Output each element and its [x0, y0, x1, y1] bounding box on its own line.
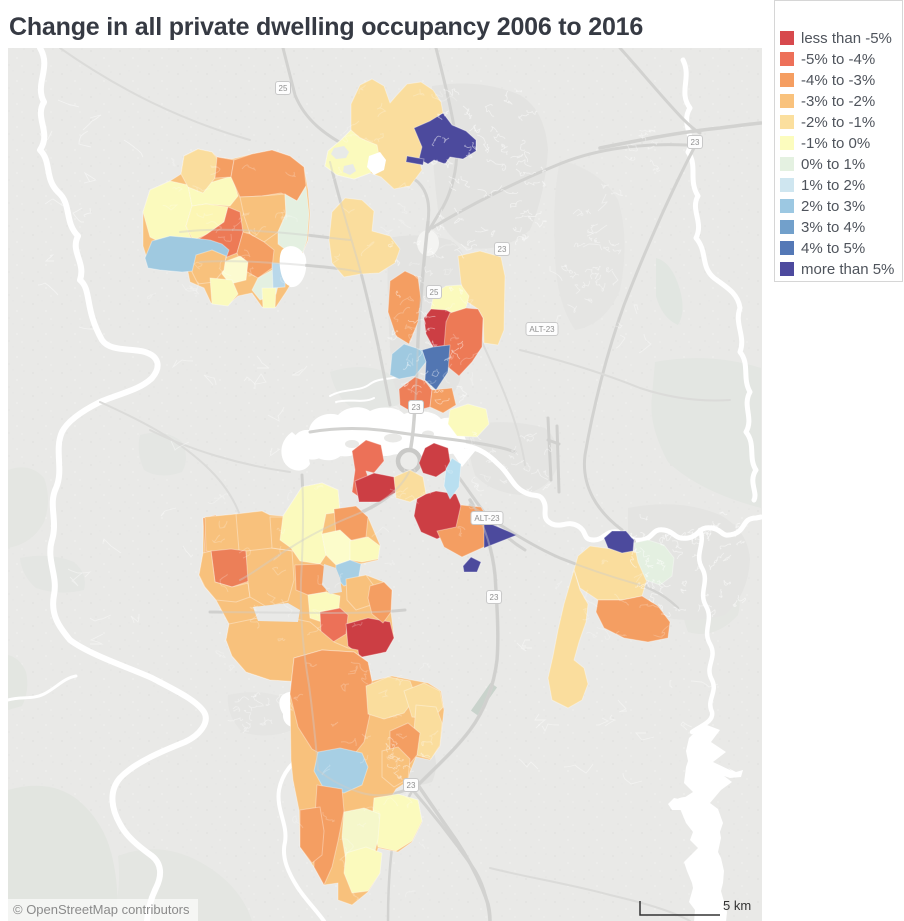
- svg-text:ALT-23: ALT-23: [529, 325, 555, 334]
- svg-text:23: 23: [498, 245, 507, 254]
- svg-text:23: 23: [407, 781, 416, 790]
- svg-text:23: 23: [490, 593, 499, 602]
- svg-text:ALT-23: ALT-23: [474, 514, 500, 523]
- svg-text:23: 23: [691, 138, 700, 147]
- svg-text:25: 25: [430, 288, 439, 297]
- svg-text:23: 23: [412, 403, 421, 412]
- svg-text:25: 25: [279, 84, 288, 93]
